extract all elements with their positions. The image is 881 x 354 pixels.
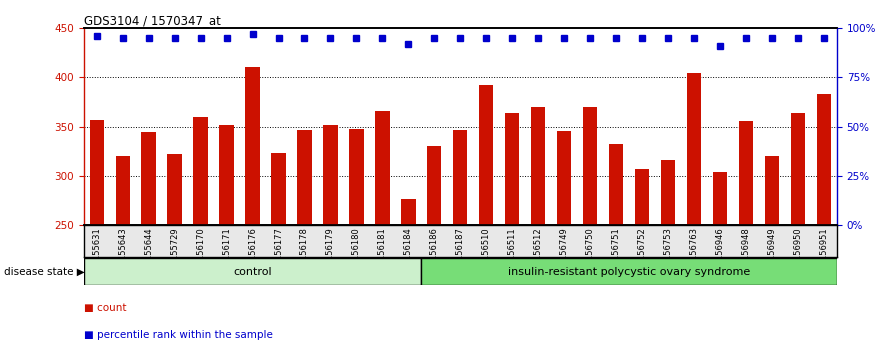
- Text: GSM156170: GSM156170: [196, 227, 205, 278]
- Text: GSM156177: GSM156177: [274, 227, 283, 278]
- Text: GSM156948: GSM156948: [742, 227, 751, 278]
- Bar: [194, 117, 208, 354]
- Text: GSM156749: GSM156749: [559, 227, 569, 278]
- Text: insulin-resistant polycystic ovary syndrome: insulin-resistant polycystic ovary syndr…: [508, 267, 751, 277]
- Text: GSM156176: GSM156176: [248, 227, 257, 278]
- Bar: [115, 156, 130, 354]
- Bar: [349, 129, 364, 354]
- Bar: [765, 156, 779, 354]
- Text: GSM156750: GSM156750: [586, 227, 595, 278]
- Bar: [817, 94, 831, 354]
- Text: disease state ▶: disease state ▶: [4, 267, 85, 277]
- Text: GSM156946: GSM156946: [715, 227, 724, 278]
- Bar: [453, 131, 468, 354]
- Bar: [167, 154, 181, 354]
- Bar: [531, 107, 545, 354]
- Text: GSM156950: GSM156950: [794, 227, 803, 278]
- Text: GSM156178: GSM156178: [300, 227, 309, 278]
- Text: GSM156751: GSM156751: [611, 227, 621, 278]
- Text: GSM156181: GSM156181: [378, 227, 387, 278]
- FancyBboxPatch shape: [84, 258, 421, 285]
- Text: GSM155643: GSM155643: [118, 227, 127, 278]
- Text: GSM156511: GSM156511: [507, 227, 517, 278]
- Text: GSM156512: GSM156512: [534, 227, 543, 278]
- Bar: [246, 67, 260, 354]
- Bar: [713, 172, 727, 354]
- FancyBboxPatch shape: [421, 258, 837, 285]
- Bar: [635, 169, 649, 354]
- Bar: [557, 131, 572, 354]
- Text: GSM156180: GSM156180: [352, 227, 361, 278]
- Bar: [791, 113, 805, 354]
- Bar: [142, 132, 156, 354]
- Text: GSM156171: GSM156171: [222, 227, 231, 278]
- Bar: [297, 131, 312, 354]
- Bar: [505, 113, 520, 354]
- Text: GSM155729: GSM155729: [170, 227, 179, 278]
- Text: GSM156179: GSM156179: [326, 227, 335, 278]
- Bar: [401, 199, 416, 354]
- Text: GSM156752: GSM156752: [638, 227, 647, 278]
- Text: GSM156763: GSM156763: [690, 227, 699, 278]
- Bar: [661, 160, 675, 354]
- Bar: [271, 153, 285, 354]
- Bar: [375, 111, 389, 354]
- Text: GSM156186: GSM156186: [430, 227, 439, 278]
- Text: GDS3104 / 1570347_at: GDS3104 / 1570347_at: [84, 14, 220, 27]
- Text: control: control: [233, 267, 272, 277]
- Text: GSM156949: GSM156949: [767, 227, 776, 278]
- Bar: [427, 146, 441, 354]
- Bar: [323, 125, 337, 354]
- Bar: [583, 107, 597, 354]
- Bar: [609, 144, 624, 354]
- Text: GSM156951: GSM156951: [819, 227, 828, 278]
- Bar: [479, 85, 493, 354]
- Bar: [219, 125, 233, 354]
- Text: GSM156187: GSM156187: [455, 227, 465, 278]
- Text: GSM156184: GSM156184: [403, 227, 413, 278]
- Bar: [739, 121, 753, 354]
- Text: GSM156510: GSM156510: [482, 227, 491, 278]
- Bar: [90, 120, 104, 354]
- Text: GSM156753: GSM156753: [663, 227, 672, 278]
- Text: GSM155644: GSM155644: [144, 227, 153, 278]
- Text: ■ count: ■ count: [84, 303, 126, 313]
- Text: ■ percentile rank within the sample: ■ percentile rank within the sample: [84, 330, 272, 339]
- Text: GSM155631: GSM155631: [93, 227, 101, 278]
- Bar: [687, 73, 701, 354]
